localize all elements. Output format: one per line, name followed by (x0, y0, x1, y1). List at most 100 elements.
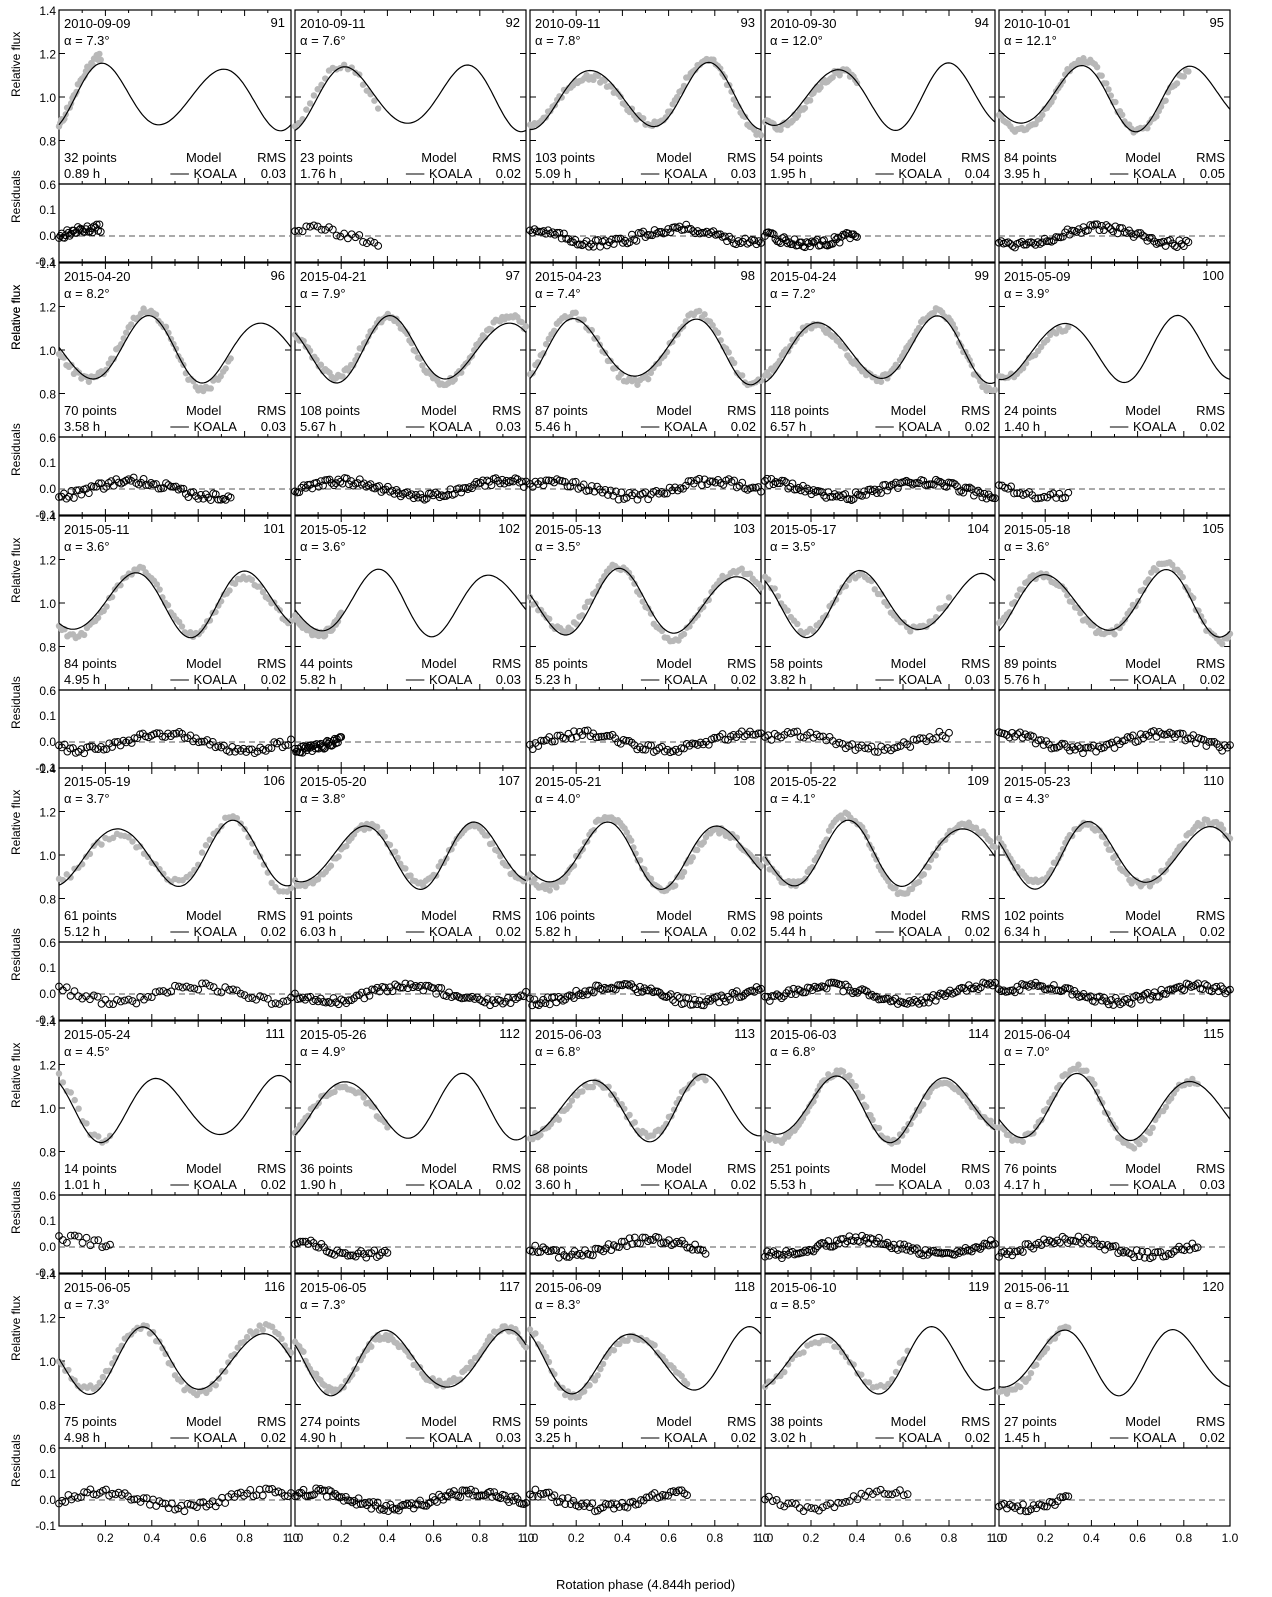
observation-point (67, 1089, 74, 1096)
residual-frame (764, 1194, 996, 1274)
panel-date: 2015-05-21 (535, 774, 602, 789)
y-axis-title-flux: Relative flux (9, 538, 23, 603)
residual-frame (764, 436, 996, 516)
residual-point (652, 487, 661, 495)
observation-point (689, 854, 696, 861)
flux-tick-label: 1.4 (39, 762, 56, 776)
panel-date: 2015-05-19 (64, 774, 131, 789)
observation-point (373, 823, 381, 831)
panel-date: 2015-05-20 (300, 774, 367, 789)
residual-point (411, 491, 420, 499)
residual-frame (58, 1194, 292, 1274)
rms-header: RMS (492, 1161, 521, 1176)
residual-point (124, 995, 133, 1004)
rms-value: 0.03 (965, 1177, 990, 1192)
observation-point (868, 577, 875, 585)
observation-point (348, 64, 355, 71)
residual-point (366, 237, 375, 246)
model-name: KOALA (429, 924, 473, 939)
observation-point (542, 114, 550, 121)
observation-point (108, 593, 116, 601)
model-name: KOALA (664, 166, 708, 181)
model-header: Model (891, 1161, 927, 1176)
observation-point (303, 106, 310, 113)
rms-value: 0.03 (496, 672, 521, 687)
observation-point (85, 378, 93, 385)
residual-point (531, 1241, 540, 1250)
panel-date: 2015-04-24 (770, 269, 837, 284)
residual-point (1054, 233, 1063, 242)
residual-point (70, 494, 78, 502)
residual-point (312, 478, 321, 487)
residual-point (328, 225, 337, 234)
residual-point (62, 494, 71, 503)
panel-date: 2015-06-03 (535, 1027, 602, 1042)
panel-date: 2010-09-30 (770, 16, 837, 31)
observation-point (757, 584, 765, 591)
residual-point (418, 494, 427, 502)
residual-point (61, 231, 70, 240)
observation-point (127, 321, 135, 328)
model-name: KOALA (1133, 419, 1177, 434)
observation-point (94, 614, 102, 621)
observation-point (757, 377, 765, 384)
residual-point (835, 238, 844, 247)
rms-value: 0.03 (1200, 1177, 1225, 1192)
y-axis-title-flux: Relative flux (9, 285, 23, 350)
panel-number: 105 (1202, 521, 1224, 536)
residual-point (522, 477, 530, 486)
flux-tick-label: 1.2 (39, 301, 56, 315)
residual-point (955, 1249, 964, 1257)
model-header: Model (186, 150, 222, 165)
residual-point (542, 476, 551, 485)
observation-point (680, 868, 688, 876)
residual-frame (764, 183, 996, 263)
model-name: KOALA (429, 1177, 473, 1192)
panel-date: 2015-05-17 (770, 522, 837, 537)
residual-point (754, 237, 763, 246)
observation-point (987, 1117, 994, 1125)
model-header: Model (891, 908, 927, 923)
residual-point (579, 480, 588, 489)
residual-point (1011, 243, 1019, 252)
residual-tick-label: 0.1 (39, 961, 56, 975)
model-curve (58, 570, 292, 639)
panel-date: 2015-05-12 (300, 522, 367, 537)
observation-point (1136, 1140, 1143, 1148)
duration: 1.90 h (300, 1177, 336, 1192)
rms-header: RMS (257, 1161, 286, 1176)
residual-point (830, 490, 839, 498)
residual-point (164, 481, 173, 489)
model-name: KOALA (664, 419, 708, 434)
model-header: Model (421, 656, 457, 671)
point-count: 68 points (535, 1161, 588, 1176)
observation-point (488, 326, 495, 333)
residual-point (749, 483, 757, 492)
rms-header: RMS (727, 656, 756, 671)
residual-tick-label: 0.0 (39, 987, 56, 1001)
observation-point (278, 1335, 285, 1343)
residual-point (102, 482, 111, 491)
point-count: 91 points (300, 908, 353, 923)
residual-point (97, 999, 106, 1008)
residual-point (329, 481, 338, 490)
residual-frame (998, 436, 1231, 516)
panel-date: 2015-05-11 (64, 522, 130, 537)
residual-point (75, 486, 83, 495)
observation-point (580, 316, 587, 323)
observation-point (59, 876, 67, 884)
observation-point (306, 100, 314, 107)
residual-point (95, 220, 104, 229)
residual-point (566, 482, 575, 491)
panel-number: 99 (975, 268, 989, 283)
rms-header: RMS (727, 403, 756, 418)
residual-point (953, 482, 961, 491)
residual-point (714, 230, 722, 239)
residual-point (750, 236, 759, 245)
residual-point (555, 476, 564, 485)
panel-phase-angle: α = 3.5° (770, 539, 816, 554)
flux-tick-label: 1.0 (39, 1102, 56, 1116)
residual-point (82, 484, 91, 493)
observation-point (207, 385, 214, 392)
observation-point (875, 1124, 883, 1132)
